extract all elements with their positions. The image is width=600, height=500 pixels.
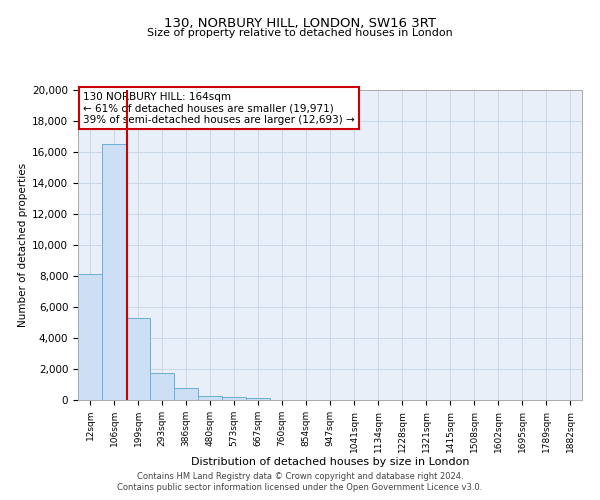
Bar [78,274,102,400]
Bar [102,144,126,400]
Bar [174,388,198,400]
X-axis label: Distribution of detached houses by size in London: Distribution of detached houses by size … [191,458,469,468]
Bar [198,396,222,400]
Text: Contains public sector information licensed under the Open Government Licence v3: Contains public sector information licen… [118,483,482,492]
Text: Size of property relative to detached houses in London: Size of property relative to detached ho… [147,28,453,38]
Text: 130, NORBURY HILL, LONDON, SW16 3RT: 130, NORBURY HILL, LONDON, SW16 3RT [164,18,436,30]
Text: Contains HM Land Registry data © Crown copyright and database right 2024.: Contains HM Land Registry data © Crown c… [137,472,463,481]
Bar [222,397,246,400]
Bar [150,373,174,400]
Text: 130 NORBURY HILL: 164sqm
← 61% of detached houses are smaller (19,971)
39% of se: 130 NORBURY HILL: 164sqm ← 61% of detach… [83,92,355,124]
Y-axis label: Number of detached properties: Number of detached properties [18,163,28,327]
Bar [126,318,150,400]
Bar [246,398,270,400]
